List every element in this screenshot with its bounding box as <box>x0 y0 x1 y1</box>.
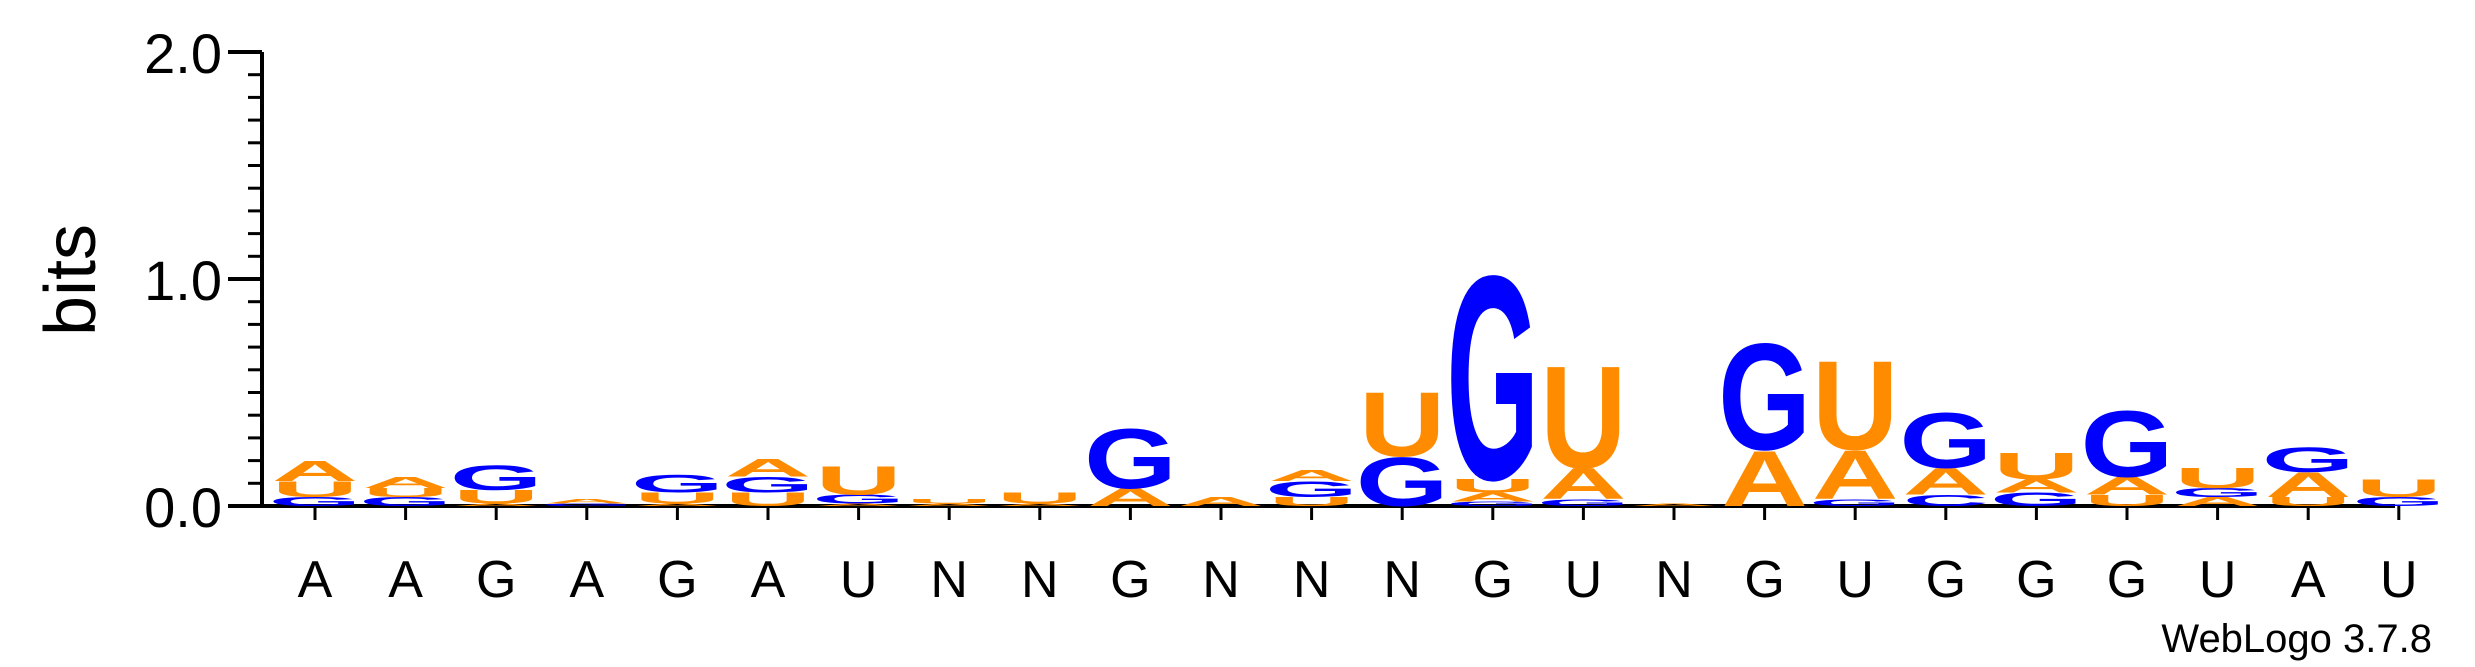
logo-letter-A: A <box>2084 472 2170 500</box>
logo-letter-A: A <box>1540 459 1626 509</box>
logo-letter-U: U <box>1268 495 1354 509</box>
x-tick-label: U <box>1565 551 1603 609</box>
y-axis-label: bits <box>31 224 111 336</box>
logo-letter-A: A <box>272 455 358 487</box>
logo-letter-A: A <box>1268 467 1354 485</box>
logo-letter-G: G <box>722 472 815 497</box>
x-tick-label: A <box>388 551 423 609</box>
logo-letter-A: A <box>725 454 811 482</box>
logo-letter-A: A <box>1993 475 2079 496</box>
x-tick-label: G <box>476 551 516 609</box>
logo-letter-U: U <box>272 477 358 502</box>
logo-letter-A: A <box>997 503 1083 507</box>
logo-letter-A: A <box>2174 495 2260 509</box>
logo-letter-U: U <box>362 485 448 499</box>
logo-letter-G: G <box>359 495 452 509</box>
logo-letter-G: G <box>1990 489 2083 510</box>
x-tick-label: A <box>751 551 786 609</box>
logo-letter-A: A <box>544 498 630 505</box>
logo-letter-G: G <box>1446 216 1539 542</box>
logo-letter-U: U <box>906 498 992 505</box>
x-tick-label: A <box>569 551 604 609</box>
logo-letter-G: G <box>1718 311 1811 481</box>
logo-letter-G: G <box>1537 497 1630 508</box>
x-tick-label: G <box>2107 551 2147 609</box>
logo-letter-G: G <box>2262 440 2355 479</box>
logo-letter-G: G <box>812 492 905 506</box>
y-tick-label-0: 0.0 <box>144 476 222 539</box>
logo-letter-G: G <box>2352 495 2445 509</box>
logo-letter-U: U <box>1993 444 2079 486</box>
logo-letter-G: G <box>631 470 724 498</box>
x-tick-label: N <box>930 551 968 609</box>
logo-letter-A: A <box>1178 495 1264 509</box>
x-tick-label: N <box>1021 551 1059 609</box>
logo-letter-A: A <box>815 503 901 507</box>
x-tick-label: G <box>1473 551 1513 609</box>
logo-letter-C: C <box>1903 492 1989 510</box>
logo-letter-U: U <box>2174 462 2260 494</box>
logo-letter-G: G <box>2171 485 2264 499</box>
x-tick-label: U <box>2380 551 2418 609</box>
x-tick-label: G <box>1744 551 1784 609</box>
x-tick-label: U <box>1836 551 1874 609</box>
logo-letter-U: U <box>2265 495 2351 509</box>
logo-letter-U: U <box>815 457 901 503</box>
logo-letter-A: A <box>1450 490 1536 504</box>
logo-letter-A: A <box>906 503 992 507</box>
x-tick-label: N <box>1655 551 1693 609</box>
x-tick-label: U <box>2199 551 2237 609</box>
logo-letter-A: A <box>1087 483 1173 511</box>
logo-letter-U: U <box>1540 336 1626 499</box>
x-tick-label: N <box>1293 551 1331 609</box>
x-tick-label: G <box>1926 551 1966 609</box>
logo-letter-U: U <box>1812 335 1898 477</box>
logo-letter-G: G <box>269 495 362 509</box>
logo-letter-G: G <box>1899 396 1992 484</box>
logo-letter-U: U <box>2356 474 2442 502</box>
logo-letter-U: U <box>1450 475 1536 496</box>
logo-letter-U: U <box>634 490 720 508</box>
x-tick-label: U <box>840 551 878 609</box>
logo-letter-G: G <box>1265 477 1358 502</box>
logo-letter-G: G <box>1446 500 1539 507</box>
logo-letter-A: A <box>1721 435 1807 523</box>
x-ticks <box>313 506 2401 520</box>
x-tick-label: A <box>2291 551 2326 609</box>
logo-letter-G: G <box>1809 497 1902 508</box>
logo-letter-U: U <box>2084 492 2170 510</box>
weblogo-version-label: WebLogo 3.7.8 <box>2161 617 2432 661</box>
y-minor-ticks <box>248 73 262 485</box>
logo-letter-A: A <box>1631 503 1717 507</box>
x-tick-label: G <box>2016 551 2056 609</box>
x-tick-label: N <box>1202 551 1240 609</box>
y-tick-label-1: 1.0 <box>144 249 222 312</box>
x-tick-label: G <box>1110 551 1150 609</box>
logo-letter-G: G <box>450 458 543 497</box>
logo-letter-G: G <box>1356 443 1449 521</box>
logo-letter-U: U <box>725 489 811 510</box>
x-tick-label: N <box>1383 551 1421 609</box>
logo-letter-A: A <box>362 474 448 492</box>
logo-letter-U: U <box>997 490 1083 508</box>
logo-letter-G: G <box>1084 411 1177 507</box>
logo-letter-A: A <box>453 503 539 507</box>
logo-letter-A: A <box>634 503 720 507</box>
logo-letter-U: U <box>1359 373 1445 476</box>
x-tick-label: A <box>298 551 333 609</box>
logo-letter-G: G <box>540 503 633 507</box>
logo-letter-A: A <box>2265 465 2351 504</box>
logo-letter-A: A <box>1812 436 1898 514</box>
y-tick-label-2: 2.0 <box>144 22 222 85</box>
logo-letter-U: U <box>453 487 539 508</box>
x-tick-label: G <box>657 551 697 609</box>
logo-letter-A: A <box>1903 460 1989 502</box>
logo-letter-G: G <box>2081 390 2174 497</box>
